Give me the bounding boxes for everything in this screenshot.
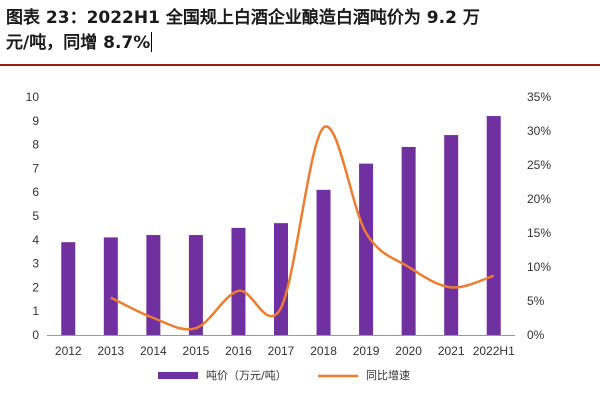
legend: 吨价（万元/吨） 同比增速 — [158, 368, 410, 382]
x-tick-label: 2013 — [97, 344, 124, 358]
bar-series — [61, 116, 501, 335]
x-tick-label: 2017 — [268, 344, 295, 358]
chart-title-line-2: 元/吨，同增 8.7% — [6, 31, 594, 56]
left-y-tick-label: 0 — [32, 328, 39, 342]
bar-2013 — [103, 237, 118, 335]
x-tick-label: 2019 — [353, 344, 380, 358]
bar-2022H1 — [486, 116, 501, 335]
left-y-axis: 0 1 2 3 4 5 6 7 8 9 10 — [26, 90, 40, 342]
bar-2018 — [316, 189, 331, 335]
left-y-tick-label: 8 — [32, 138, 39, 152]
left-y-tick-label: 3 — [32, 257, 39, 271]
line-series — [110, 125, 495, 331]
left-y-tick-label: 10 — [26, 90, 40, 104]
legend-line-label: 同比增速 — [366, 368, 410, 382]
left-y-tick-label: 7 — [32, 161, 39, 175]
chart-title-line-2-text: 元/吨，同增 8.7% — [6, 33, 151, 53]
chart-title-line-1: 图表 23：2022H1 全国规上白酒企业酿造白酒吨价为 9.2 万 — [6, 8, 480, 28]
bar-2019 — [359, 163, 374, 335]
left-y-tick-label: 2 — [32, 280, 39, 294]
right-y-tick-label: 15% — [527, 226, 551, 240]
x-tick-label: 2016 — [225, 344, 252, 358]
right-y-tick-label: 30% — [527, 124, 551, 138]
x-tick-label: 2020 — [395, 344, 422, 358]
legend-bar-swatch — [158, 372, 198, 379]
right-y-tick-label: 20% — [527, 192, 551, 206]
x-tick-label: 2021 — [438, 344, 465, 358]
bar-2012 — [61, 242, 76, 335]
chart-title: 图表 23：2022H1 全国规上白酒企业酿造白酒吨价为 9.2 万 元/吨，同… — [6, 6, 594, 56]
growth-rate-line — [110, 125, 495, 331]
title-divider — [0, 64, 600, 66]
left-y-tick-label: 1 — [32, 304, 39, 318]
bar-2015 — [188, 235, 203, 335]
bar-2020 — [401, 146, 416, 335]
right-y-tick-label: 35% — [527, 90, 551, 104]
x-tick-label: 2012 — [55, 344, 82, 358]
right-y-axis: 0% 5% 10% 15% 20% 25% 30% 35% — [527, 90, 551, 342]
text-cursor — [151, 32, 153, 52]
right-y-tick-label: 0% — [527, 328, 545, 342]
bar-2021 — [444, 135, 459, 335]
x-tick-label: 2014 — [140, 344, 167, 358]
left-y-tick-label: 4 — [32, 233, 39, 247]
left-y-tick-label: 9 — [32, 114, 39, 128]
right-y-tick-label: 5% — [527, 294, 545, 308]
left-y-tick-label: 5 — [32, 209, 39, 223]
x-tick-label: 2018 — [310, 344, 337, 358]
x-tick-label: 2015 — [183, 344, 210, 358]
bar-2014 — [146, 235, 161, 335]
x-tick-label: 2022H1 — [473, 344, 515, 358]
right-y-tick-label: 10% — [527, 260, 551, 274]
x-axis: 2012 2013 2014 2015 2016 2017 2018 2019 2020 2021… — [47, 335, 515, 358]
legend-bar-label: 吨价（万元/吨） — [206, 369, 287, 382]
left-y-tick-label: 6 — [32, 185, 39, 199]
bar-2017 — [274, 223, 288, 335]
right-y-tick-label: 25% — [527, 158, 551, 172]
bar-2016 — [231, 227, 246, 335]
